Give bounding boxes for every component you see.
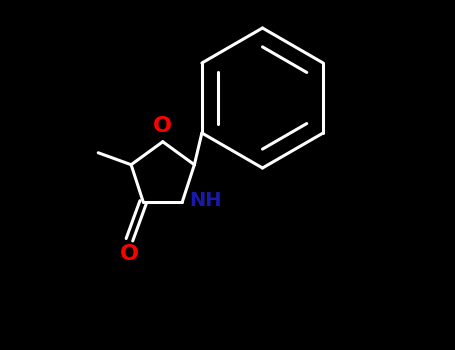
Text: O: O (120, 244, 139, 264)
Text: NH: NH (189, 191, 221, 210)
Text: O: O (153, 116, 172, 136)
